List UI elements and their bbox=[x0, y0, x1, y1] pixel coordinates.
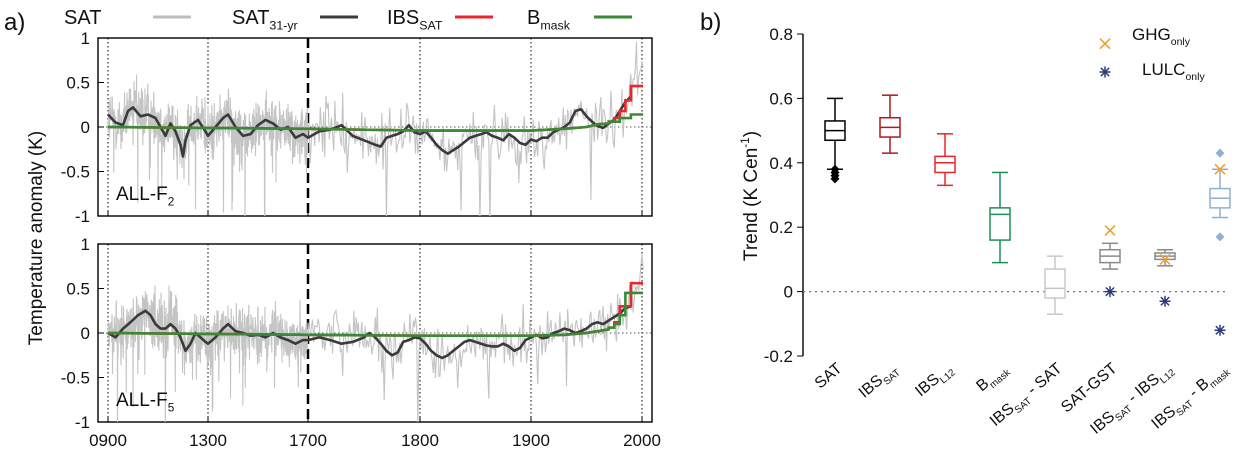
y-tick-label: 0.4 bbox=[769, 154, 793, 173]
category-label-3: Bmask bbox=[973, 360, 1012, 398]
x-tick-label: 1900 bbox=[512, 431, 550, 450]
panel-a-label: a) bbox=[4, 9, 25, 36]
ghg-only-marker-stroke bbox=[1159, 253, 1171, 265]
box-1 bbox=[879, 94, 901, 154]
box-body bbox=[989, 207, 1011, 241]
ghg-only-marker bbox=[1214, 163, 1226, 175]
category-label-0: SAT bbox=[812, 360, 846, 392]
panel-a-ylabel: Temperature anomaly (K) bbox=[26, 131, 47, 345]
y-tick-label: 1 bbox=[81, 235, 90, 254]
legend-label-ghg: GHGonly bbox=[1132, 25, 1191, 48]
y-tick-label: 0.5 bbox=[66, 280, 90, 299]
lulc-only-marker bbox=[1159, 295, 1171, 307]
panel-b: b) -0.2 0 0.2 0.4 0.6 0.8 Trend (K Cen-1) SAT IB… bbox=[700, 9, 1233, 438]
box-6 bbox=[1154, 248, 1176, 267]
legend-lulc-marker-stroke bbox=[1100, 67, 1110, 77]
y-tick-label: 0.6 bbox=[769, 89, 793, 108]
y-tick-label: 0.5 bbox=[66, 74, 90, 93]
ghg-only-marker-stroke bbox=[1214, 163, 1226, 175]
panel-run-label: ALL-F2 bbox=[116, 184, 174, 208]
y-tick-label: 1 bbox=[81, 29, 90, 48]
box-7 bbox=[1209, 148, 1231, 242]
lulc-only-marker bbox=[1214, 324, 1226, 336]
panel-b-ylabel: Trend (K Cen-1) bbox=[738, 131, 762, 261]
legend-label-3: Bmask bbox=[527, 7, 571, 33]
legend-label-2: IBSSAT bbox=[387, 7, 443, 33]
ghg-only-marker-stroke bbox=[1104, 224, 1116, 236]
category-label-4: IBSSAT - SAT bbox=[987, 360, 1068, 433]
outlier-point bbox=[830, 174, 840, 184]
panel-a-bottom-plot: 1 0.5 0 -0.5 -1 ALL-F5 0900 1300 1700 1800 1900 200… bbox=[61, 235, 661, 450]
lulc-only-marker bbox=[1104, 286, 1116, 298]
legend-label-0: SAT bbox=[64, 7, 101, 29]
legend-label-1: SAT31-yr bbox=[232, 7, 298, 33]
lulc-only-marker-stroke bbox=[1160, 296, 1170, 306]
y-tick-label: -0.5 bbox=[61, 163, 90, 182]
legend-lulc-marker bbox=[1099, 66, 1111, 78]
bmask-series bbox=[107, 113, 644, 132]
legend-ghg-marker-stroke bbox=[1099, 38, 1111, 50]
panel-b-legend: GHGonly LULConly bbox=[1099, 25, 1205, 83]
y-tick-label: -1 bbox=[75, 207, 90, 226]
y-tick-label: -0.5 bbox=[61, 369, 90, 388]
ghg-only-marker bbox=[1159, 253, 1171, 265]
box-body bbox=[934, 155, 956, 174]
panel-a-legend: SAT SAT31-yr IBSSAT Bmask bbox=[64, 7, 632, 33]
legend-label-lulc: LULConly bbox=[1142, 60, 1205, 83]
sat-31yr-series bbox=[107, 95, 632, 158]
panel-b-label: b) bbox=[700, 9, 721, 36]
plot-content bbox=[107, 42, 644, 216]
box-body bbox=[1044, 268, 1066, 299]
y-tick-label: 0.2 bbox=[769, 218, 793, 237]
box-4 bbox=[1044, 255, 1066, 315]
box-3 bbox=[989, 171, 1011, 264]
legend-ghg-marker bbox=[1099, 38, 1111, 50]
box-5 bbox=[1099, 242, 1121, 270]
category-label-5: SAT-GST bbox=[1058, 360, 1121, 416]
ghg-only-marker bbox=[1104, 224, 1116, 236]
panel-a-top-plot: 1 0.5 0 -0.5 -1 ALL-F2 bbox=[61, 29, 653, 226]
y-tick-label: 0 bbox=[81, 118, 90, 137]
y-tick-label: -1 bbox=[75, 413, 90, 432]
y-tick-label: 0 bbox=[784, 283, 793, 302]
category-label-1: IBSSAT bbox=[856, 360, 903, 404]
plot-content bbox=[107, 254, 644, 422]
x-tick-label: 0900 bbox=[89, 431, 127, 450]
lulc-only-marker-stroke bbox=[1105, 286, 1115, 297]
x-tick-label: 2000 bbox=[623, 431, 661, 450]
category-label-7: IBSSAT - Bmask bbox=[1149, 360, 1233, 435]
y-tick-label: -0.2 bbox=[764, 347, 793, 366]
panel-run-label: ALL-F5 bbox=[116, 390, 175, 414]
y-tick-label: 0 bbox=[81, 324, 90, 343]
outlier-point bbox=[1215, 232, 1225, 242]
x-tick-label: 1700 bbox=[289, 431, 327, 450]
bmask-series bbox=[107, 291, 644, 337]
y-tick-label: 0.8 bbox=[769, 25, 793, 44]
panel-b-plot: -0.2 0 0.2 0.4 0.6 0.8 Trend (K Cen-1) SAT IBSSA… bbox=[738, 25, 1233, 438]
sat-annual-series bbox=[107, 254, 644, 422]
sat-31yr-series bbox=[107, 305, 632, 360]
x-tick-label: 1300 bbox=[189, 431, 227, 450]
box-0 bbox=[824, 97, 846, 184]
panel-a: a) SAT SAT31-yr IBSSAT Bmask Temperature an… bbox=[4, 7, 661, 450]
category-label-2: IBSL12 bbox=[912, 360, 958, 403]
lulc-only-marker-stroke bbox=[1215, 325, 1225, 335]
outlier-point bbox=[1215, 148, 1225, 158]
box-2 bbox=[934, 133, 956, 187]
x-tick-label: 1800 bbox=[401, 431, 439, 450]
